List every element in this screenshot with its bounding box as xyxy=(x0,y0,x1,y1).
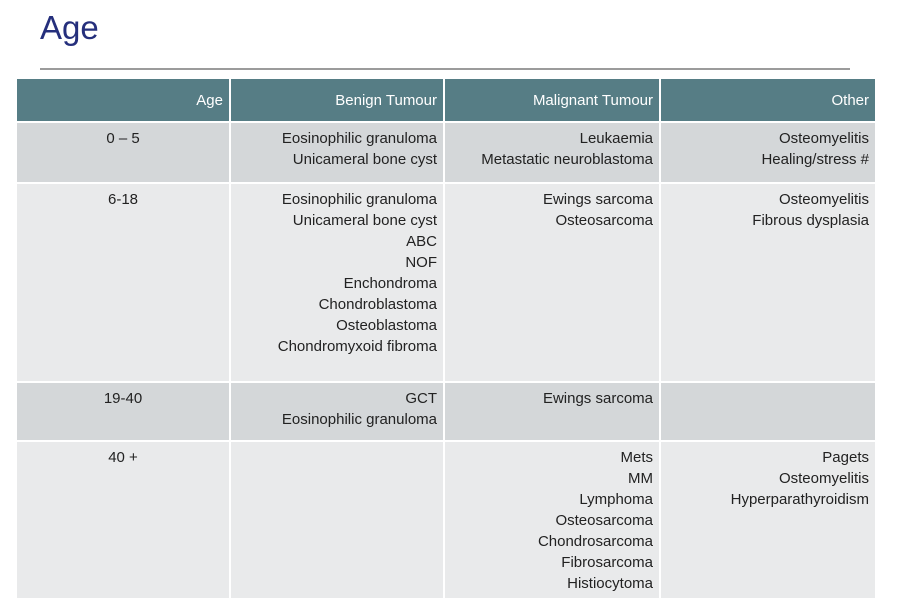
page-title: Age xyxy=(40,9,99,46)
title-divider xyxy=(40,68,850,70)
table-cell-age: 40 + xyxy=(17,442,229,598)
table-cell-other: Osteomyelitis Fibrous dysplasia xyxy=(661,184,875,381)
table-cell-other xyxy=(661,383,875,440)
table-cell-age: 6-18 xyxy=(17,184,229,381)
table-cell-benign xyxy=(231,442,443,598)
table-cell-other: Osteomyelitis Healing/stress # xyxy=(661,123,875,182)
table-cell-benign: Eosinophilic granuloma Unicameral bone c… xyxy=(231,184,443,381)
table-cell-malignant: Mets MM Lymphoma Osteosarcoma Chondrosar… xyxy=(445,442,659,598)
table-cell-malignant: Ewings sarcoma Osteosarcoma xyxy=(445,184,659,381)
table-cell-age: 0 – 5 xyxy=(17,123,229,182)
column-header-malignant: Malignant Tumour xyxy=(445,79,659,121)
table-cell-age: 19-40 xyxy=(17,383,229,440)
table-cell-other: Pagets Osteomyelitis Hyperparathyroidism xyxy=(661,442,875,598)
age-tumour-table: Age Benign Tumour Malignant Tumour Other… xyxy=(17,79,875,598)
column-header-benign: Benign Tumour xyxy=(231,79,443,121)
table-cell-malignant: Ewings sarcoma xyxy=(445,383,659,440)
column-header-other: Other xyxy=(661,79,875,121)
column-header-age: Age xyxy=(17,79,229,121)
table-cell-benign: Eosinophilic granuloma Unicameral bone c… xyxy=(231,123,443,182)
table-cell-malignant: Leukaemia Metastatic neuroblastoma xyxy=(445,123,659,182)
table-cell-benign: GCT Eosinophilic granuloma xyxy=(231,383,443,440)
